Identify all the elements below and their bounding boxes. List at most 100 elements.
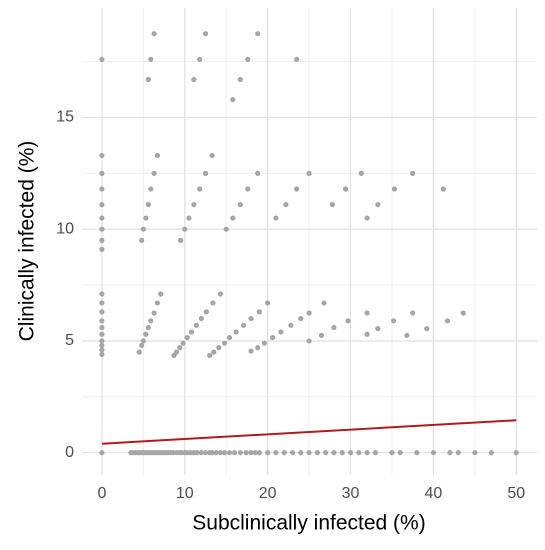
point [207,352,213,359]
x-tick-label: 40 [425,485,443,502]
point [460,310,466,316]
point [364,450,370,456]
point [306,170,312,176]
x-tick-label: 0 [97,485,106,502]
point [186,215,192,221]
point [209,450,215,456]
point [143,331,149,337]
point [233,329,239,335]
point [241,322,247,328]
point [143,215,149,221]
point [488,450,495,456]
point [145,76,151,83]
point [447,450,453,456]
point [99,318,105,324]
point [198,315,204,322]
point [294,56,300,62]
point [151,31,157,37]
x-axis-title: Subclinically infected (%) [192,512,425,535]
point [255,31,261,37]
point [410,170,416,176]
point [145,202,151,208]
point [256,450,262,456]
point [248,450,254,456]
point [455,450,461,456]
point [223,226,229,232]
point [198,450,204,456]
point [339,450,345,456]
fit-line [101,419,517,445]
point [256,309,262,315]
point [158,291,164,297]
point [237,202,243,208]
point [136,349,142,355]
point [364,310,370,316]
point [248,348,254,354]
point [356,450,362,456]
point [99,342,105,349]
point [404,332,410,338]
point [294,186,300,192]
point [154,152,161,159]
point [410,310,416,316]
point [203,309,209,315]
point [99,309,105,315]
point [180,340,186,346]
point [139,237,145,243]
point [314,450,320,456]
point [148,56,154,62]
point [389,450,395,456]
point [202,170,209,176]
point [210,300,216,306]
point [248,315,254,322]
point [191,202,197,208]
point [197,186,203,192]
point [221,450,228,456]
point [151,170,157,176]
point [375,202,381,208]
point [216,345,222,351]
point [99,331,105,337]
point [298,450,304,456]
point [261,340,267,346]
point [440,186,446,192]
point [177,345,183,351]
point [391,318,397,324]
point [226,334,233,341]
point [273,450,279,456]
point [444,318,451,324]
x-tick-label: 10 [176,485,194,502]
point [230,97,236,103]
point [217,291,224,297]
point [99,56,105,62]
point [397,450,403,456]
point [99,246,105,252]
point [145,324,151,331]
point [188,329,194,335]
point [237,76,243,83]
point [99,324,105,331]
point [375,326,381,332]
point [231,450,238,456]
point [265,450,271,456]
point [211,349,217,355]
point [154,300,161,306]
point [99,202,105,208]
point [347,450,354,456]
point [270,334,276,341]
point [273,215,279,221]
point [364,331,370,337]
point [255,345,261,351]
point [139,342,145,349]
point [391,186,398,192]
point [252,450,258,456]
point [298,315,304,322]
point [99,338,105,344]
point [99,300,105,306]
point [151,310,157,316]
point [306,338,312,344]
point [173,349,180,355]
point [306,450,312,456]
point [193,322,199,328]
point [99,351,105,357]
